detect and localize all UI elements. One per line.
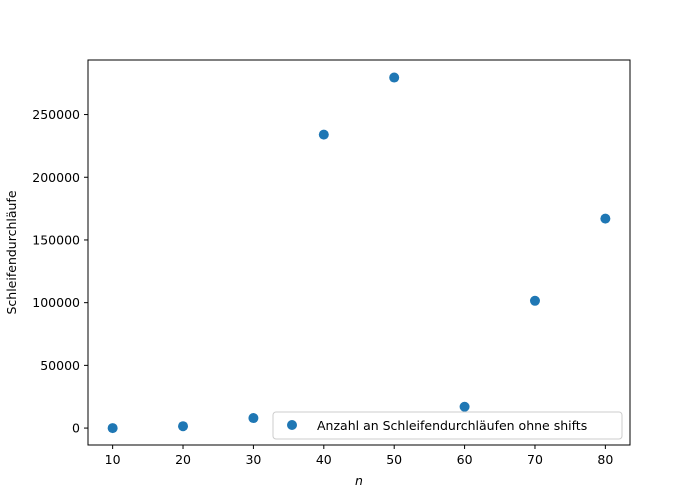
data-point xyxy=(600,213,611,224)
data-point xyxy=(178,421,189,432)
x-tick-label: 40 xyxy=(316,452,332,467)
x-tick-label: 70 xyxy=(527,452,543,467)
data-points xyxy=(107,72,611,434)
y-tick-label: 200000 xyxy=(32,170,80,185)
x-axis-ticks: 10 20 30 40 50 60 70 80 xyxy=(105,445,613,467)
x-tick-label: 50 xyxy=(386,452,402,467)
legend: Anzahl an Schleifendurchläufen ohne shif… xyxy=(272,411,623,440)
y-tick-label: 0 xyxy=(72,421,80,436)
y-tick-label: 250000 xyxy=(32,107,80,122)
legend-box xyxy=(272,411,623,440)
legend-marker-0 xyxy=(287,420,297,430)
data-point xyxy=(459,401,470,412)
plot-frame xyxy=(87,59,631,446)
data-point xyxy=(529,295,540,306)
data-point xyxy=(389,72,400,83)
legend-label-0: Anzahl an Schleifendurchläufen ohne shif… xyxy=(317,418,587,433)
y-tick-label: 100000 xyxy=(32,295,80,310)
x-axis-label: n xyxy=(355,473,363,488)
x-tick-label: 10 xyxy=(105,452,121,467)
x-tick-label: 60 xyxy=(457,452,473,467)
x-tick-label: 30 xyxy=(245,452,261,467)
x-tick-label: 80 xyxy=(597,452,613,467)
x-tick-label: 20 xyxy=(175,452,191,467)
y-axis-label: Schleifendurchläufe xyxy=(4,190,19,314)
data-point xyxy=(248,413,259,424)
data-point xyxy=(107,423,118,434)
y-axis-ticks: 0 50000 100000 150000 200000 250000 xyxy=(32,107,88,436)
y-tick-label: 150000 xyxy=(32,232,80,247)
y-tick-label: 50000 xyxy=(40,358,80,373)
data-point xyxy=(318,129,329,140)
